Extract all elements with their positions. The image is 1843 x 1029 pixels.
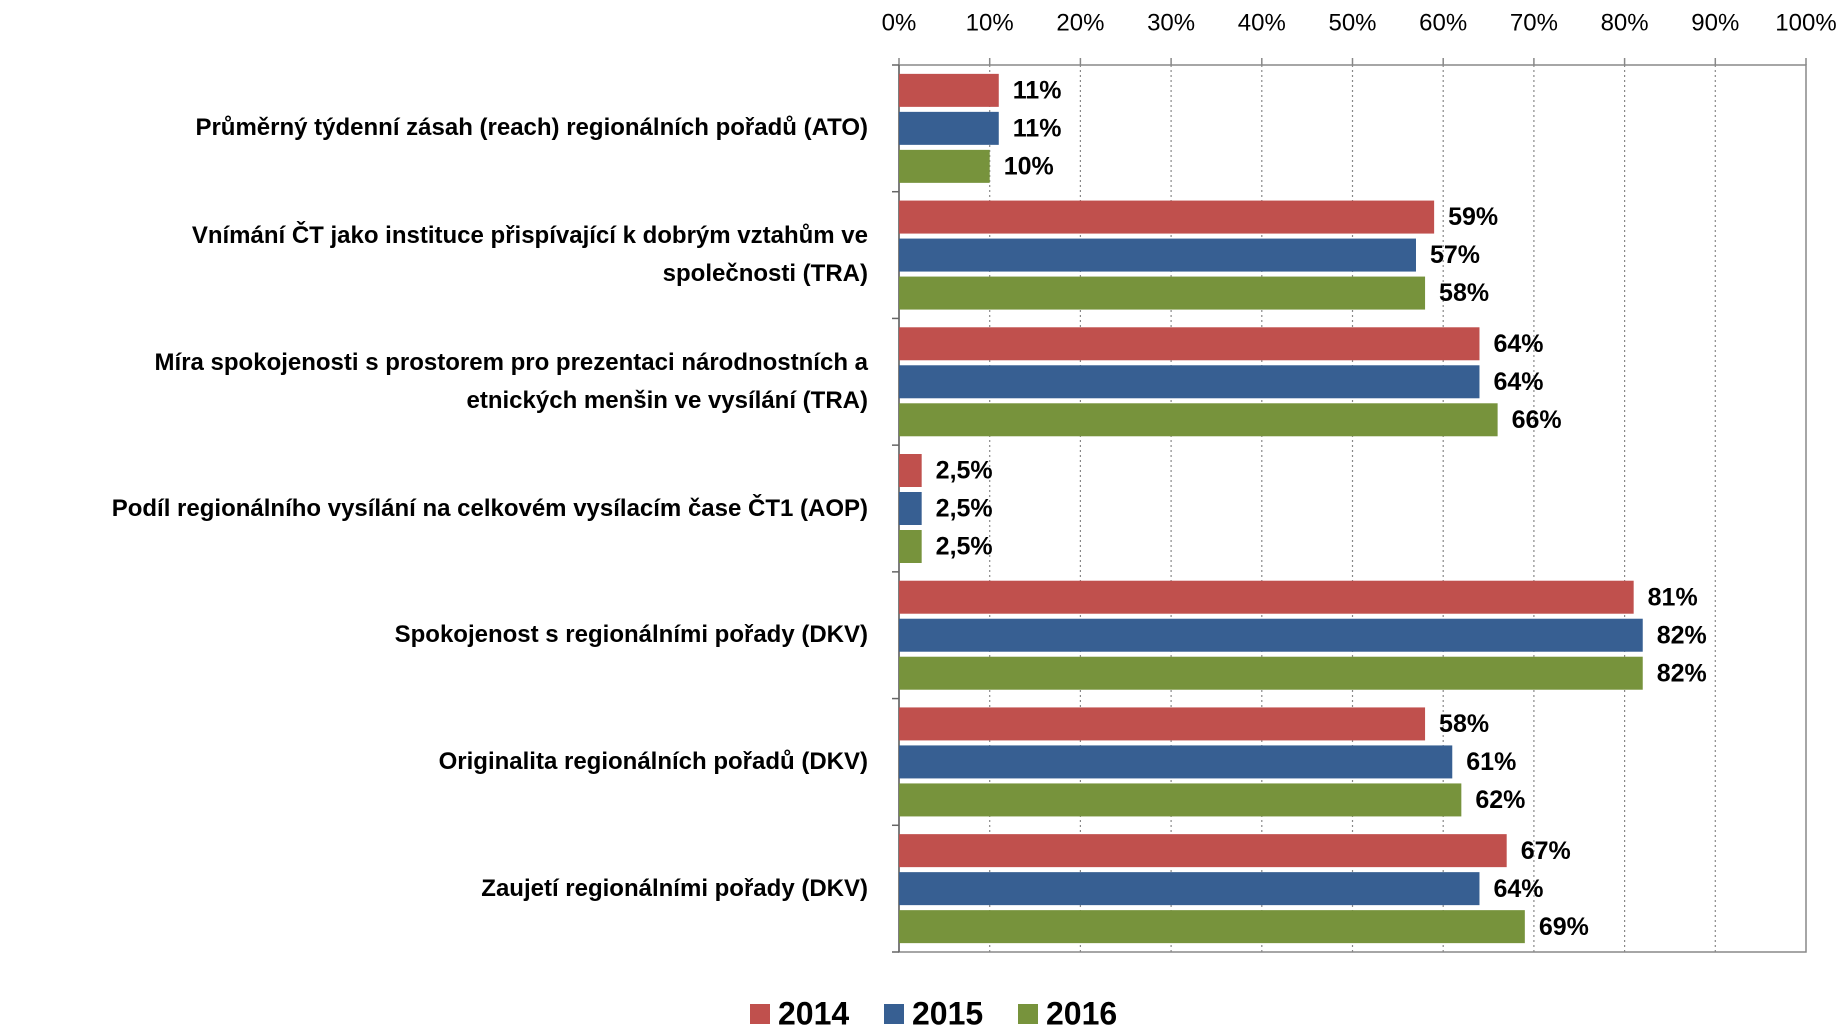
data-label: 62% (1475, 786, 1525, 814)
bar (899, 403, 1498, 437)
bar (899, 200, 1435, 234)
legend-label: 2014 (778, 995, 849, 1029)
category-label: Originalita regionálních pořadů (DKV) (438, 747, 868, 775)
x-tick-label: 50% (1328, 9, 1376, 36)
legend-swatch (750, 1004, 770, 1024)
data-label: 58% (1439, 710, 1489, 738)
bar (899, 656, 1643, 690)
bar (899, 580, 1634, 614)
data-label: 2,5% (936, 457, 993, 485)
category-label: Spokojenost s regionálními pořady (DKV) (394, 621, 868, 649)
data-label: 2,5% (936, 533, 993, 561)
category-label: Podíl regionálního vysílání na celkovém … (111, 494, 868, 522)
x-tick-label: 60% (1419, 9, 1467, 36)
data-label: 58% (1439, 279, 1489, 307)
bar (899, 327, 1480, 361)
bar (899, 365, 1480, 399)
category-label: Vnímání ČT jako instituce přispívající k… (191, 222, 868, 288)
data-label: 64% (1493, 368, 1543, 396)
data-label: 2,5% (936, 495, 993, 523)
data-label: 67% (1521, 837, 1571, 865)
bar (899, 618, 1643, 652)
plot-area (898, 64, 1807, 953)
x-tick-label: 30% (1147, 9, 1195, 36)
legend-label: 2016 (1046, 995, 1117, 1029)
data-label: 66% (1512, 406, 1562, 434)
bar (899, 149, 990, 183)
data-label: 59% (1448, 203, 1498, 231)
bar (899, 238, 1416, 272)
data-label: 10% (1004, 152, 1054, 180)
x-tick-label: 40% (1238, 9, 1286, 36)
data-label: 11% (1013, 114, 1062, 142)
data-label: 11% (1013, 76, 1062, 104)
data-label: 64% (1493, 875, 1543, 903)
data-label: 64% (1493, 330, 1543, 358)
x-tick-label: 10% (966, 9, 1014, 36)
bar (899, 783, 1462, 817)
x-tick-label: 20% (1056, 9, 1104, 36)
bar (899, 910, 1525, 944)
data-label: 82% (1657, 621, 1707, 649)
legend-swatch (884, 1004, 904, 1024)
data-label: 57% (1430, 241, 1480, 269)
data-label: 81% (1648, 583, 1698, 611)
bar (899, 530, 922, 563)
bar (899, 73, 999, 107)
bar (899, 745, 1453, 779)
x-tick-label: 90% (1691, 9, 1739, 36)
data-label: 69% (1539, 913, 1589, 941)
x-tick-label: 100% (1775, 9, 1836, 36)
bar (899, 454, 922, 487)
data-label: 61% (1466, 748, 1516, 776)
category-label: Míra spokojenosti s prostorem pro prezen… (154, 348, 868, 414)
bar (899, 492, 922, 525)
x-tick-label: 0% (882, 9, 917, 36)
data-label: 82% (1657, 659, 1707, 687)
bar (899, 707, 1426, 741)
legend-label: 2015 (912, 995, 983, 1029)
category-label: Zaujetí regionálními pořady (DKV) (481, 874, 868, 902)
x-tick-label: 80% (1601, 9, 1649, 36)
bar (899, 872, 1480, 906)
bar (899, 834, 1507, 868)
category-label: Průměrný týdenní zásah (reach) regionáln… (195, 114, 868, 142)
bar (899, 111, 999, 145)
bar (899, 276, 1426, 310)
legend-swatch (1018, 1004, 1038, 1024)
x-tick-label: 70% (1510, 9, 1558, 36)
